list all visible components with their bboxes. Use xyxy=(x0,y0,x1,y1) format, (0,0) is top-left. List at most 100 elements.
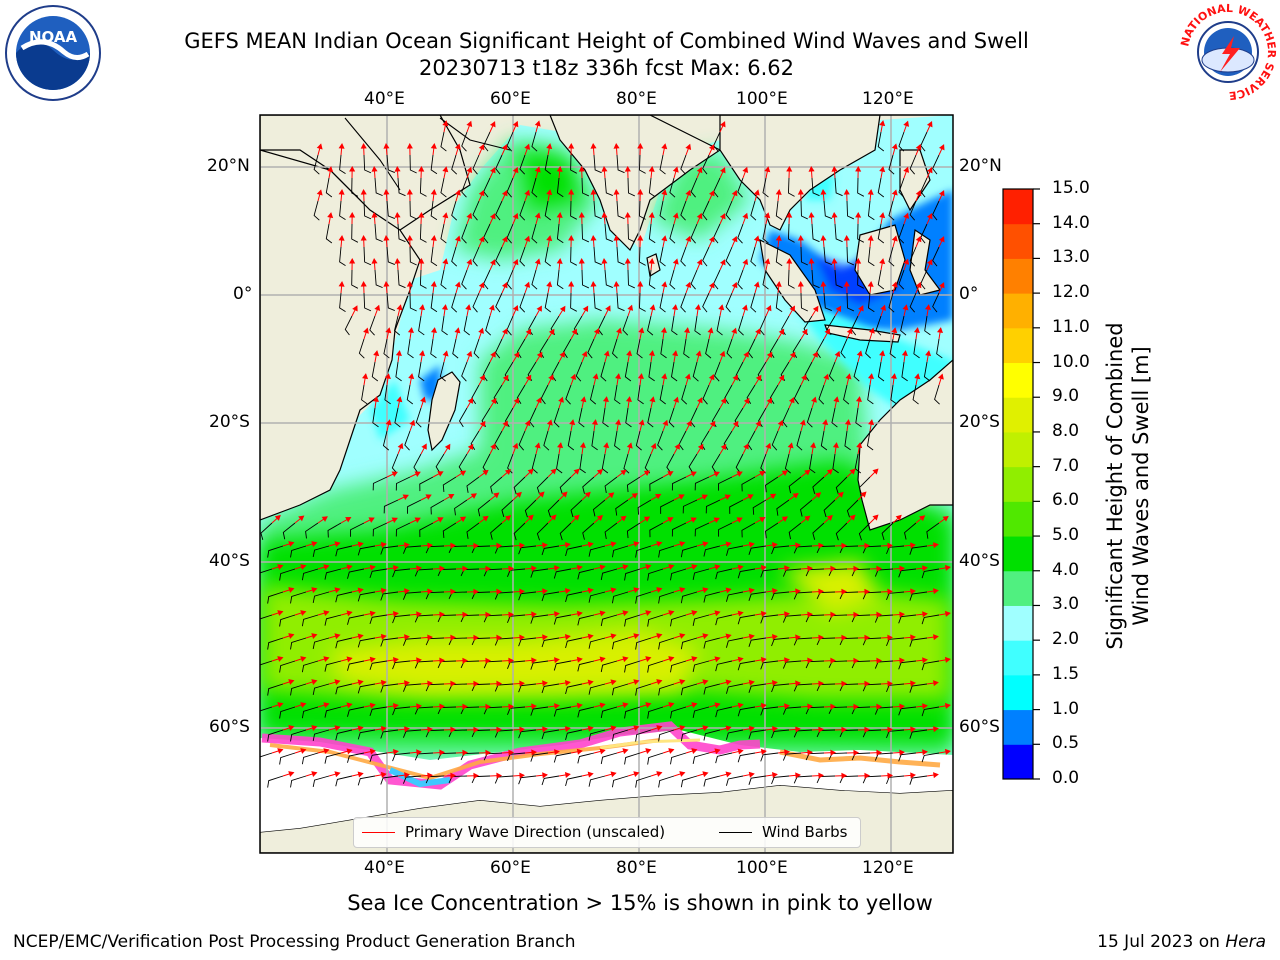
wind-barb xyxy=(835,476,848,495)
wind-barb xyxy=(718,522,733,537)
wind-barb xyxy=(771,775,790,785)
wave-direction-arrowhead xyxy=(822,419,829,426)
wave-direction-arrowhead xyxy=(766,397,772,404)
wind-barb xyxy=(703,545,721,557)
wind-barb xyxy=(582,476,595,494)
wave-direction-arrowhead xyxy=(645,702,652,708)
wave-direction-arrowhead xyxy=(501,282,508,289)
wave-direction-arrowhead xyxy=(938,282,945,289)
wave-direction-arrowhead xyxy=(346,656,353,663)
wind-barb xyxy=(680,545,698,558)
wave-direction-arrowhead xyxy=(564,587,571,594)
wind-barb xyxy=(335,637,353,649)
wave-direction-arrowhead xyxy=(890,373,897,380)
wave-direction-arrowhead xyxy=(531,749,537,756)
wind-barb xyxy=(386,154,395,173)
wave-direction-arrowhead xyxy=(450,588,457,595)
left-lat-label-60s: 60°S xyxy=(209,717,250,737)
wave-direction-arrowhead xyxy=(338,281,345,287)
wave-direction-arrowhead xyxy=(759,517,766,523)
wind-barb xyxy=(372,522,388,537)
colorbar-tick-label: 9.0 xyxy=(1052,386,1080,407)
wind-barb xyxy=(577,614,595,626)
colorbar-tick-label: 14.0 xyxy=(1052,212,1090,233)
wind-barb xyxy=(581,177,590,197)
wave-direction-arrowhead xyxy=(584,491,591,498)
top-lon-label-80e: 80°E xyxy=(616,89,657,109)
wind-barb xyxy=(705,499,721,514)
wave-direction-arrowhead xyxy=(691,564,698,570)
wave-direction-arrowhead xyxy=(872,514,879,521)
colorbar-segment xyxy=(1003,431,1033,468)
wave-direction-arrowhead xyxy=(502,420,508,427)
wave-direction-arrowhead xyxy=(922,611,928,618)
wave-direction-arrowhead xyxy=(311,587,318,593)
wave-direction-arrowhead xyxy=(685,189,692,196)
wind-barb xyxy=(324,614,342,626)
wind-barb xyxy=(600,361,607,382)
wind-barb xyxy=(692,752,710,764)
wave-direction-arrowhead xyxy=(853,565,860,572)
wave-direction-arrowhead xyxy=(830,749,837,756)
wind-barb xyxy=(921,660,940,671)
wind-barb xyxy=(588,775,606,787)
wave-direction-arrowhead xyxy=(437,471,444,477)
wave-direction-arrowhead xyxy=(485,703,492,710)
wave-direction-arrowhead xyxy=(599,702,606,709)
wave-direction-arrowhead xyxy=(648,166,655,172)
wind-barb xyxy=(682,499,698,514)
wave-direction-arrowhead xyxy=(781,516,789,522)
wave-direction-arrowhead xyxy=(876,749,883,756)
wind-barb xyxy=(386,292,395,311)
wave-direction-arrowhead xyxy=(442,212,449,219)
wave-direction-arrowhead xyxy=(288,541,295,547)
wind-barb xyxy=(406,384,414,405)
wave-direction-arrowhead xyxy=(450,726,457,733)
wave-direction-arrowhead xyxy=(360,234,367,241)
wind-barb xyxy=(407,338,414,359)
wind-barb xyxy=(857,269,865,289)
wave-direction-arrowhead xyxy=(725,541,732,548)
wind-barb xyxy=(611,729,629,742)
wind-barb xyxy=(397,177,406,197)
wind-barb xyxy=(624,706,641,719)
wind-barb xyxy=(840,338,848,359)
top-lon-label-100e: 100°E xyxy=(736,89,788,109)
wind-barb xyxy=(409,246,417,266)
wave-direction-arrowhead xyxy=(895,514,902,521)
wind-barb xyxy=(692,568,710,580)
wave-direction-arrowhead xyxy=(430,143,437,149)
wind-barb xyxy=(440,269,447,290)
wind-barb xyxy=(820,430,828,451)
wind-barb xyxy=(784,453,791,474)
wave-direction-arrowhead xyxy=(691,748,698,754)
wave-direction-arrowhead xyxy=(683,327,691,334)
wave-direction-arrowhead xyxy=(620,469,627,476)
wave-direction-arrowhead xyxy=(542,680,548,687)
wave-direction-arrowhead xyxy=(760,748,767,755)
wind-barb xyxy=(279,706,296,719)
wave-direction-arrowhead xyxy=(714,656,721,663)
wave-direction-arrowhead xyxy=(867,189,874,195)
wave-direction-arrowhead xyxy=(656,541,663,547)
wind-barb xyxy=(741,476,756,492)
wave-direction-arrowhead xyxy=(489,213,496,220)
wind-barb xyxy=(495,292,503,313)
wind-barb xyxy=(380,683,399,693)
wave-direction-arrowhead xyxy=(416,749,422,756)
wind-barb xyxy=(392,660,411,670)
wave-direction-arrowhead xyxy=(910,680,916,687)
wind-barb xyxy=(541,729,560,740)
wave-direction-arrowhead xyxy=(671,304,679,311)
wind-barb xyxy=(823,200,832,219)
borneo-land xyxy=(854,224,906,296)
wave-direction-arrowhead xyxy=(478,143,485,151)
wave-direction-arrowhead xyxy=(661,281,668,288)
wind-barb xyxy=(680,200,687,221)
wave-direction-arrowhead xyxy=(771,772,778,779)
colorbar-segment xyxy=(1003,293,1033,329)
wave-direction-arrowhead xyxy=(725,679,732,686)
wave-direction-arrowhead xyxy=(459,470,467,477)
wind-barb xyxy=(748,729,767,739)
wind-barb xyxy=(290,683,307,696)
